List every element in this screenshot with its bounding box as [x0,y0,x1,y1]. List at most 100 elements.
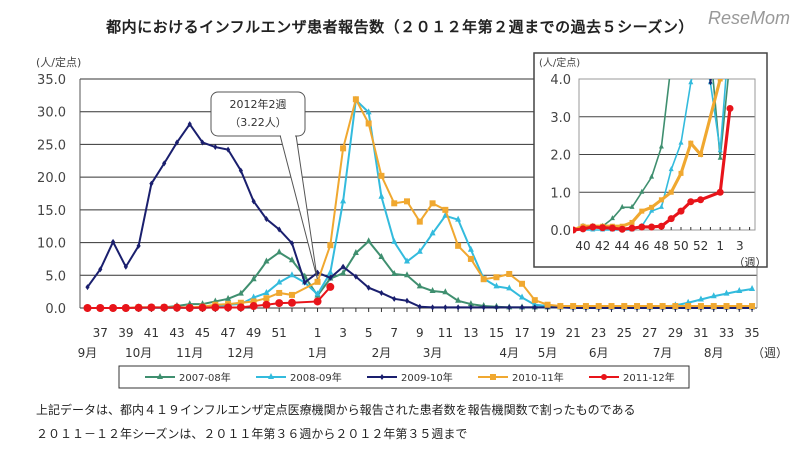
data-point [326,282,335,291]
data-point [134,303,143,312]
data-point [658,143,664,149]
data-point [649,204,655,210]
data-point [687,198,695,206]
x-tick-label: 5 [365,326,373,340]
y-tick-label: 5.0 [45,269,66,284]
data-point [251,198,256,205]
callout-line-2: （3.22人） [229,116,287,129]
data-point [276,289,283,296]
data-point [353,273,358,280]
data-point [609,215,615,221]
data-point [688,79,694,85]
data-point [519,304,525,311]
inset-x-tick-label: 40 [575,239,590,253]
data-point [391,237,398,244]
month-label: 2月 [372,346,392,360]
data-point [507,304,512,311]
data-point [200,139,205,146]
inset-y-unit: (人/定点) [539,56,580,69]
data-point [723,289,730,296]
x-tick-label: 13 [463,326,478,340]
data-point [225,146,231,153]
x-tick-label: 11 [438,326,453,340]
inset-y-tick-label: 1.0 [550,186,571,201]
data-point [638,223,646,231]
data-point [430,304,435,311]
x-tick-label: 49 [246,326,261,340]
y-tick-label: 15.0 [37,204,66,219]
data-point [667,215,675,223]
data-point [340,269,347,276]
month-label: 1月 [308,346,328,360]
legend-marker [157,373,163,379]
x-tick-label: 43 [169,326,184,340]
data-point [365,108,372,115]
x-tick-label: 17 [514,326,529,340]
x-tick-label: 45 [195,326,210,340]
data-point [456,304,461,311]
data-point [736,286,743,293]
legend-label: 2011-12年 [623,371,675,384]
data-point [573,226,577,234]
inset-x-tick-label: 42 [595,239,610,253]
data-point [493,274,500,281]
data-point [404,271,410,278]
data-point [110,238,116,245]
data-point [557,303,564,310]
legend-label: 2008-09年 [290,371,342,384]
callout-gap [281,133,295,137]
data-point [455,296,462,303]
data-point [737,26,742,31]
data-point [365,120,372,127]
data-point [717,154,723,160]
data-point [341,263,346,270]
data-point [302,279,307,286]
data-point [579,225,587,233]
data-point [352,249,359,256]
data-point [736,303,743,310]
month-label: 8月 [704,346,724,360]
data-point [416,218,423,225]
data-point [493,282,500,289]
data-point [262,300,271,309]
month-label: 5月 [538,346,558,360]
data-point [678,139,684,145]
month-label: 12月 [227,346,254,360]
x-tick-label: 27 [642,326,657,340]
x-tick-label: 39 [118,326,133,340]
data-point [238,167,243,174]
data-point [327,268,334,275]
x-tick-label: 23 [591,326,606,340]
month-label: 4月 [499,346,519,360]
data-point [698,38,703,43]
x-tick-label: 47 [220,326,235,340]
data-point [365,237,372,244]
data-point [224,303,233,312]
data-point [717,79,723,82]
data-point [366,284,371,291]
month-label: 10月 [125,346,152,360]
data-point [646,303,653,310]
inset-x-tick-label: 1 [716,239,724,253]
data-point [629,203,635,209]
data-point [657,222,665,230]
series-2010-11年 [84,96,756,311]
data-point [608,224,616,232]
data-point [263,295,270,302]
series-2011-12年 [573,104,734,234]
legend-marker [601,374,607,380]
data-point [589,223,597,231]
data-point [621,303,628,310]
data-point [629,219,635,225]
data-point [315,269,320,276]
data-point [455,215,462,222]
y-tick-label: 25.0 [37,138,66,153]
data-point [710,303,717,310]
data-point [288,291,295,298]
data-point [249,302,258,311]
data-point [710,292,717,299]
data-point [672,303,679,310]
data-point [314,290,321,297]
data-point [717,147,723,153]
